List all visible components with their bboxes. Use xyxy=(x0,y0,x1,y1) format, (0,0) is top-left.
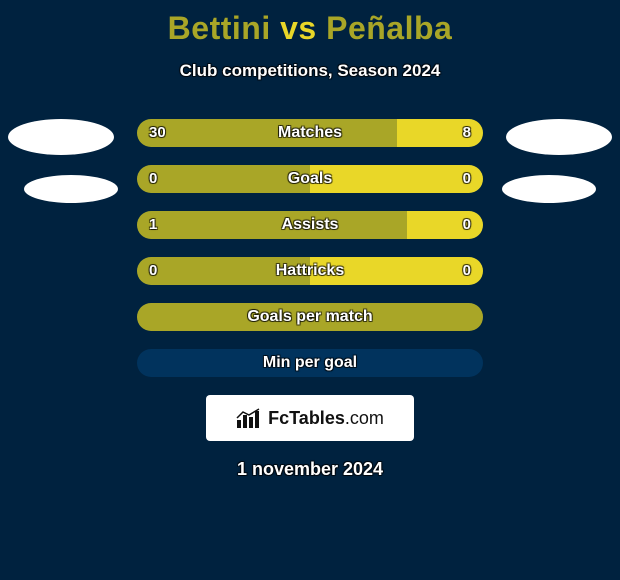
footer-date: 1 november 2024 xyxy=(0,459,620,480)
bar-label: Goals xyxy=(137,165,483,193)
stat-row-goals: Goals0 0 xyxy=(137,165,483,193)
bar-value-right: 8 xyxy=(451,119,483,147)
stat-row-hattricks: Hattricks0 0 xyxy=(137,257,483,285)
bar-label: Assists xyxy=(137,211,483,239)
avatar-right-small xyxy=(502,175,596,203)
avatar-right-large xyxy=(506,119,612,155)
bar-value-right: 0 xyxy=(451,165,483,193)
bar-value-left: 30 xyxy=(137,119,178,147)
avatar-left-large xyxy=(8,119,114,155)
stat-row-assists: Assists1 0 xyxy=(137,211,483,239)
title-player2: Peñalba xyxy=(326,10,452,46)
stat-row-min-per-goal: Min per goal xyxy=(137,349,483,377)
title-vs: vs xyxy=(280,10,317,46)
stat-bars: Matches308Goals00Assists10Hattricks00Goa… xyxy=(137,119,483,377)
stat-row-matches: Matches30 8 xyxy=(137,119,483,147)
comparison-card: Bettini vs Peñalba Club competitions, Se… xyxy=(0,0,620,580)
stat-row-goals-per-match: Goals per match xyxy=(137,303,483,331)
content-row: Matches308Goals00Assists10Hattricks00Goa… xyxy=(0,119,620,377)
bar-value-left: 0 xyxy=(137,165,169,193)
avatar-left-small xyxy=(24,175,118,203)
subtitle: Club competitions, Season 2024 xyxy=(0,61,620,81)
bar-label: Hattricks xyxy=(137,257,483,285)
bar-value-left: 1 xyxy=(137,211,169,239)
logo-text-bold: FcTables xyxy=(268,408,345,428)
bar-label: Goals per match xyxy=(137,303,483,331)
bar-label: Min per goal xyxy=(137,349,483,377)
logo-text: FcTables.com xyxy=(268,408,384,429)
page-title: Bettini vs Peñalba xyxy=(0,0,620,47)
title-player1: Bettini xyxy=(168,10,271,46)
bar-value-right: 0 xyxy=(451,211,483,239)
logo-text-light: .com xyxy=(345,408,384,428)
logo-badge[interactable]: FcTables.com xyxy=(206,395,414,441)
bar-value-right: 0 xyxy=(451,257,483,285)
chart-icon xyxy=(236,408,262,428)
bar-value-left: 0 xyxy=(137,257,169,285)
bar-label: Matches xyxy=(137,119,483,147)
